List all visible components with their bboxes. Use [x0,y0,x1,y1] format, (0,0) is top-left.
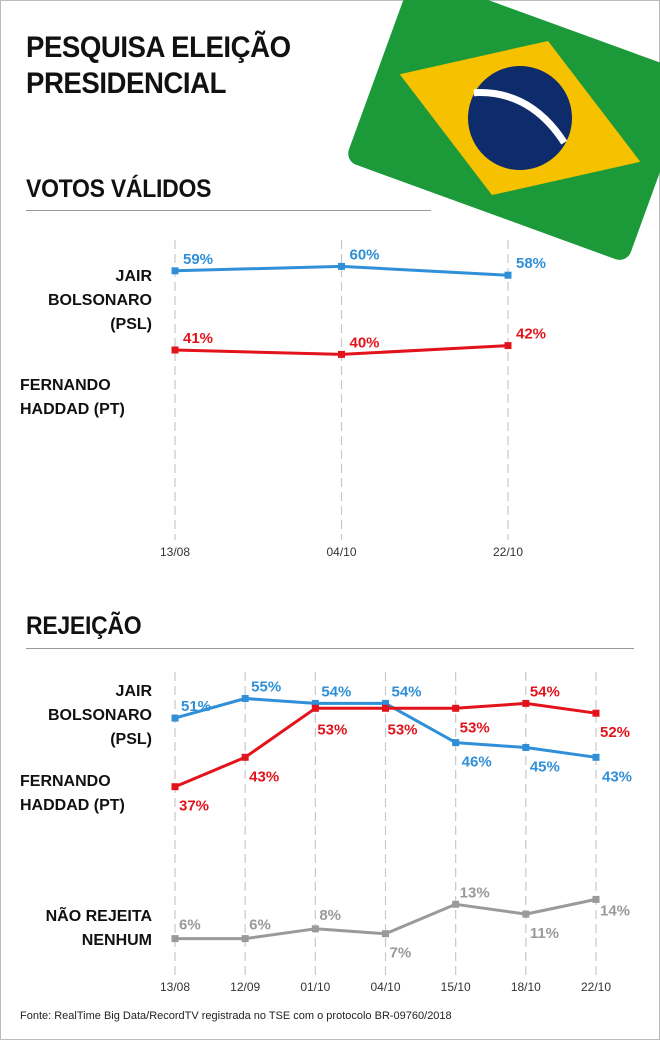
data-point [241,753,249,761]
data-label: 58% [516,255,546,272]
data-point [522,910,530,918]
data-point [338,350,345,358]
candidate-label-line: HADDAD (PT) [20,797,125,814]
section-title-votos: VOTOS VÁLIDOS [26,175,212,203]
section-rule-rejeicao [26,648,634,649]
candidate-label-line: HADDAD (PT) [20,401,125,418]
data-point [504,342,512,350]
data-label: 55% [251,679,281,696]
candidate-label-line: NÃO REJEITA [45,908,152,925]
data-label: 14% [600,902,630,919]
data-point [382,930,389,938]
x-tick-label: 04/10 [370,980,400,994]
data-label: 13% [460,884,490,901]
candidate-label-line: BOLSONARO [48,707,152,724]
data-label: 43% [602,768,632,785]
x-tick-label: 12/09 [230,980,260,994]
candidate-label-haddad: FERNANDO HADDAD (PT) [20,770,160,818]
data-point [338,262,345,270]
data-point [592,709,600,717]
candidate-label-line: (PSL) [110,316,152,333]
data-label: 6% [249,917,271,934]
data-point [171,714,179,722]
title-line-1: PESQUISA ELEIÇÃO [26,31,291,64]
data-label: 54% [321,683,351,700]
title-line-2: PRESIDENCIAL [26,67,226,100]
page-title: PESQUISA ELEIÇÃO PRESIDENCIAL [26,30,291,102]
data-point [171,783,179,791]
data-point [504,271,512,279]
section-rule-votos [26,210,431,211]
data-label: 53% [317,721,347,738]
x-tick-label: 15/10 [441,980,471,994]
data-label: 51% [181,698,211,715]
candidate-label-nao-rejeita: NÃO REJEITA NENHUM [20,905,152,953]
data-point [171,267,179,275]
data-label: 7% [390,945,412,962]
data-label: 42% [516,326,546,343]
section-title-rejeicao: REJEIÇÃO [26,612,142,640]
candidate-label-line: JAIR [115,268,152,285]
candidate-label-line: FERNANDO [20,377,111,394]
data-label: 53% [388,721,418,738]
candidate-label-haddad: FERNANDO HADDAD (PT) [20,374,160,422]
data-label: 60% [350,246,380,263]
candidate-label-line: (PSL) [110,731,152,748]
data-point [382,699,389,707]
data-label: 41% [183,330,213,347]
x-tick-label: 18/10 [511,980,541,994]
data-label: 45% [530,759,560,776]
data-label: 8% [319,907,341,924]
x-tick-label: 22/10 [581,980,611,994]
data-label: 53% [460,719,490,736]
data-point [171,935,179,943]
source-note: Fonte: RealTime Big Data/RecordTV regist… [20,1010,452,1022]
data-point [452,739,460,747]
x-tick-label: 01/10 [300,980,330,994]
data-point [241,935,249,943]
candidate-label-bolsonaro: JAIR BOLSONARO (PSL) [20,680,152,752]
x-tick-label: 04/10 [326,545,356,559]
x-tick-label: 13/08 [160,545,190,559]
brazil-flag-icon [348,0,660,260]
x-tick-label: 13/08 [160,980,190,994]
candidate-label-bolsonaro: JAIR BOLSONARO (PSL) [20,265,152,337]
x-tick-label: 22/10 [493,545,523,559]
data-label: 11% [530,925,559,942]
data-point [452,704,460,712]
data-point [311,925,319,933]
data-point [311,704,319,712]
data-point [592,753,600,761]
data-point [171,346,179,354]
data-label: 40% [350,334,380,351]
candidate-label-line: NENHUM [81,932,152,949]
data-point [522,744,530,751]
data-label: 59% [183,251,213,268]
data-label: 46% [462,754,492,771]
data-point [592,895,600,903]
data-point [241,695,249,702]
data-label: 54% [530,683,560,700]
data-label: 6% [179,917,201,934]
data-label: 52% [600,724,630,741]
candidate-label-line: FERNANDO [20,773,111,790]
data-point [311,699,319,707]
data-label: 37% [179,798,209,815]
data-label: 54% [392,683,422,700]
candidate-label-line: BOLSONARO [48,292,152,309]
data-point [382,704,389,712]
data-point [452,900,460,908]
votos-validos-chart: 13/08 04/10 22/10 59% 60% 58% 41% 40% 42% [160,240,546,559]
data-point [522,699,530,707]
data-label: 43% [249,768,279,785]
candidate-label-line: JAIR [115,683,152,700]
